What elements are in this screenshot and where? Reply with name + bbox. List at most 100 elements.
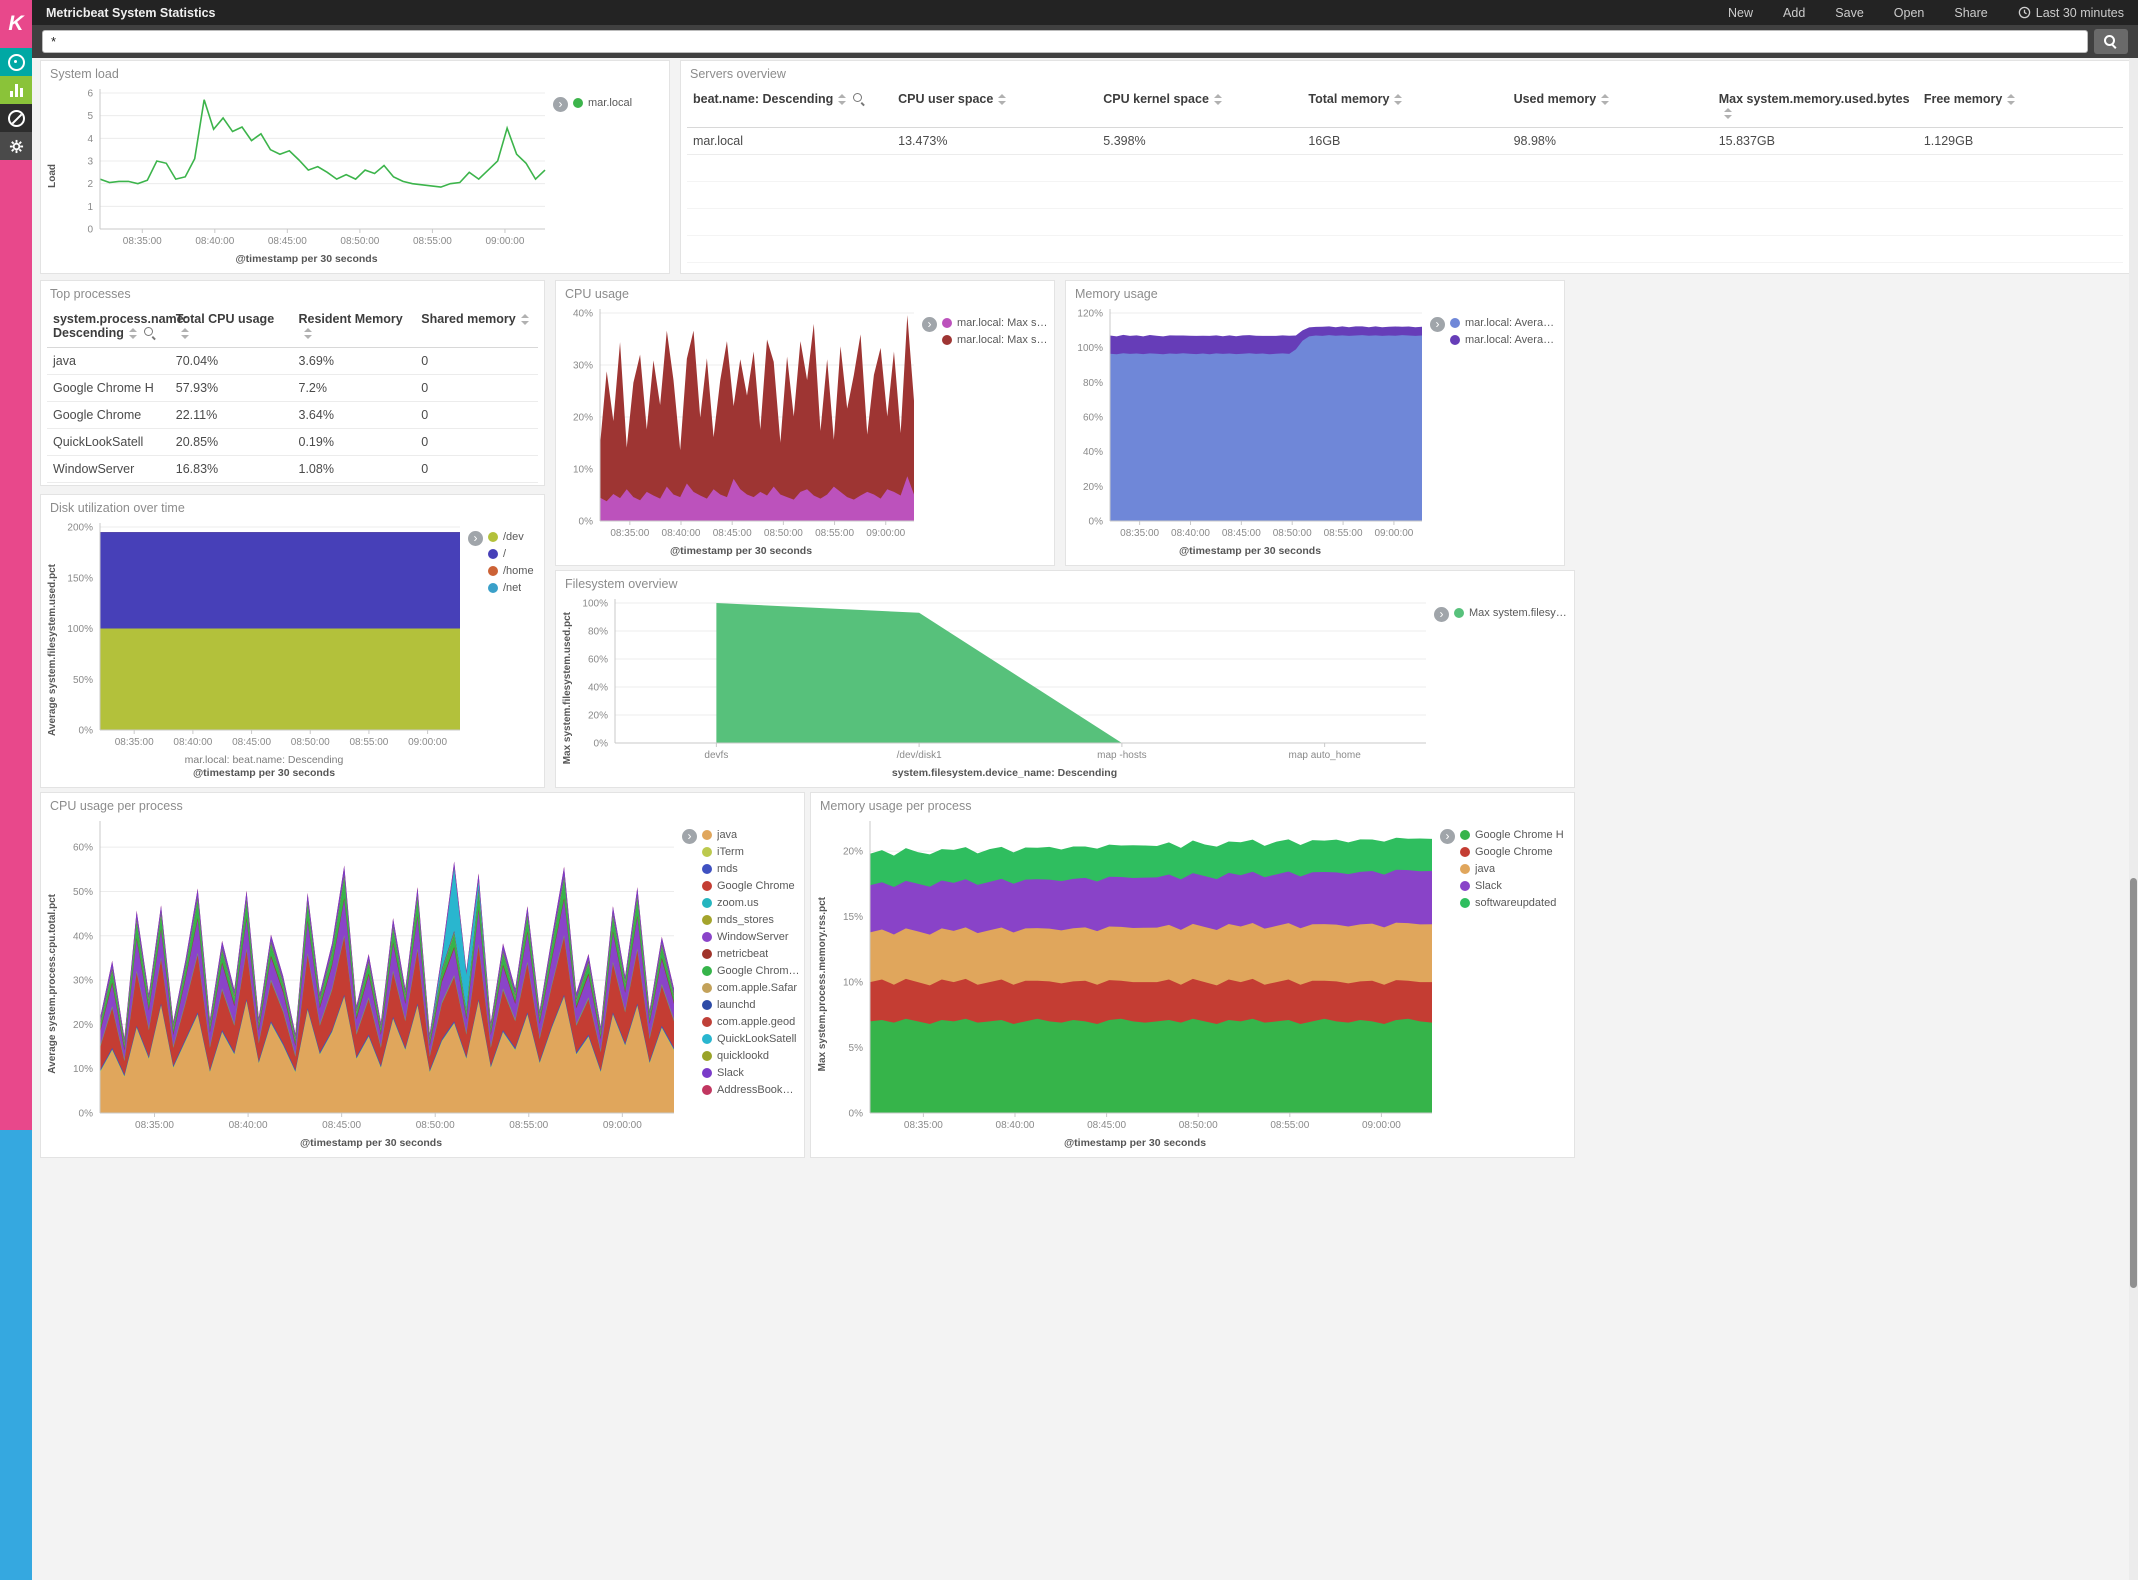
legend-label: launchd: [717, 999, 756, 1011]
scrollbar[interactable]: [2129, 58, 2138, 1580]
menu-new[interactable]: New: [1728, 5, 1754, 20]
column-header[interactable]: beat.name: Descending: [687, 85, 893, 128]
legend-item[interactable]: mds: [702, 863, 800, 875]
table-row[interactable]: Google Chrome H 57.93% 7.2% 0: [47, 374, 538, 403]
svg-text:08:50:00: 08:50:00: [416, 1120, 455, 1131]
legend-item[interactable]: WindowServer: [702, 931, 800, 943]
sort-icon[interactable]: [2007, 94, 2016, 106]
menu-share[interactable]: Share: [1954, 5, 1988, 20]
legend-item[interactable]: Google Chrome: [1460, 846, 1564, 858]
legend-item[interactable]: com.apple.geod: [702, 1016, 800, 1028]
column-header[interactable]: Total memory: [1302, 85, 1508, 128]
table-cell: 7.2%: [292, 374, 416, 403]
legend-item[interactable]: /net: [488, 582, 534, 594]
menu-add[interactable]: Add: [1783, 5, 1806, 20]
legend-toggle-icon[interactable]: ›: [682, 829, 697, 844]
legend-item[interactable]: Google Chrome H: [702, 965, 800, 977]
column-header[interactable]: CPU user space: [892, 85, 1098, 128]
legend-item[interactable]: Google Chrome: [702, 880, 800, 892]
sort-icon[interactable]: [303, 328, 313, 340]
table-row[interactable]: Google Chrome 22.11% 3.64% 0: [47, 401, 538, 430]
legend-toggle-icon[interactable]: ›: [922, 317, 937, 332]
legend-label: Slack: [717, 1067, 744, 1079]
legend-item[interactable]: mar.local: Average sys…: [1450, 334, 1560, 346]
legend-item[interactable]: /: [488, 548, 534, 560]
sort-icon[interactable]: [1601, 94, 1610, 106]
legend-toggle-icon[interactable]: ›: [553, 97, 568, 112]
legend-item[interactable]: softwareupdated: [1460, 897, 1564, 909]
legend-item[interactable]: java: [702, 829, 800, 841]
legend-item[interactable]: java: [1460, 863, 1564, 875]
table-row[interactable]: WindowServer 16.83% 1.08% 0: [47, 455, 538, 484]
chart-legend: › Google Chrome H Google Chrome java Slack so…: [1440, 815, 1570, 1153]
column-header[interactable]: Free memory: [1917, 85, 2123, 128]
legend-item[interactable]: mar.local: Max system…: [942, 317, 1050, 329]
sort-icon[interactable]: [1213, 94, 1223, 106]
legend-item[interactable]: QuickLookSatell: [702, 1033, 800, 1045]
time-picker[interactable]: Last 30 minutes: [2018, 6, 2124, 20]
legend-item[interactable]: launchd: [702, 999, 800, 1011]
legend-item[interactable]: mar.local: Average sys…: [1450, 317, 1560, 329]
svg-text:08:50:00: 08:50:00: [764, 528, 803, 539]
svg-text:3: 3: [87, 157, 93, 168]
query-input[interactable]: [42, 30, 2088, 53]
column-header[interactable]: Resident Memory: [292, 305, 416, 349]
legend-item[interactable]: AddressBookSour: [702, 1084, 800, 1096]
legend-item[interactable]: Google Chrome H: [1460, 829, 1564, 841]
table-row[interactable]: mar.local 13.473% 5.398% 16GB 98.98% 15.837GB…: [687, 127, 2123, 155]
sort-icon[interactable]: [838, 94, 847, 106]
table-row[interactable]: QuickLookSatell 20.85% 0.19% 0: [47, 428, 538, 457]
legend-item[interactable]: mds_stores: [702, 914, 800, 926]
sort-icon[interactable]: [520, 314, 530, 326]
legend-item[interactable]: mar.local: Max system…: [942, 334, 1050, 346]
legend-color-dot: [702, 847, 712, 857]
sidebar-item-discover[interactable]: [0, 48, 32, 76]
legend-item[interactable]: /home: [488, 565, 534, 577]
legend-item[interactable]: Max system.filesystem…: [1454, 607, 1570, 619]
legend-toggle-icon[interactable]: ›: [1434, 607, 1449, 622]
legend-item[interactable]: metricbeat: [702, 948, 800, 960]
legend-toggle-icon[interactable]: ›: [1440, 829, 1455, 844]
sidebar-item-management[interactable]: [0, 132, 32, 160]
column-header[interactable]: Total CPU usage: [169, 305, 293, 349]
column-header[interactable]: Used memory: [1507, 85, 1713, 128]
legend-color-dot: [702, 949, 712, 959]
svg-text:08:35:00: 08:35:00: [1120, 528, 1159, 539]
column-header[interactable]: system.process.name: Descending: [47, 305, 188, 349]
svg-text:08:50:00: 08:50:00: [291, 737, 330, 748]
column-header-label: Total CPU usage: [175, 312, 275, 326]
legend-item[interactable]: Slack: [702, 1067, 800, 1079]
table-row[interactable]: java 70.04% 3.69% 0: [47, 347, 538, 376]
panel-title: System load: [50, 67, 119, 81]
scrollbar-thumb[interactable]: [2130, 878, 2137, 1288]
legend-item[interactable]: com.apple.Safar: [702, 982, 800, 994]
svg-text:09:00:00: 09:00:00: [603, 1120, 642, 1131]
sidebar-item-visualize[interactable]: [0, 76, 32, 104]
legend-item[interactable]: iTerm: [702, 846, 800, 858]
search-icon[interactable]: [853, 93, 866, 106]
legend-item[interactable]: Slack: [1460, 880, 1564, 892]
legend-item[interactable]: zoom.us: [702, 897, 800, 909]
legend-item[interactable]: mar.local: [573, 97, 632, 109]
search-icon[interactable]: [143, 327, 157, 340]
menu-save[interactable]: Save: [1835, 5, 1864, 20]
sort-icon[interactable]: [128, 328, 138, 340]
sort-icon[interactable]: [1394, 94, 1403, 106]
menu-open[interactable]: Open: [1893, 5, 1925, 20]
memory-usage-chart: 0% 20% 40% 60% 80% 100% 120% 08:35:00 08:40:00 08…: [1070, 303, 1430, 545]
column-header[interactable]: Shared memory: [415, 305, 538, 349]
sort-icon[interactable]: [1723, 108, 1733, 120]
column-header[interactable]: Max system.memory.used.bytes: [1712, 85, 1918, 128]
kibana-logo[interactable]: K: [0, 0, 32, 48]
column-header[interactable]: CPU kernel space: [1097, 85, 1303, 128]
svg-text:08:40:00: 08:40:00: [173, 737, 212, 748]
legend-toggle-icon[interactable]: ›: [468, 531, 483, 546]
legend-toggle-icon[interactable]: ›: [1430, 317, 1445, 332]
legend-item[interactable]: quicklookd: [702, 1050, 800, 1062]
legend-item[interactable]: /dev: [488, 531, 534, 543]
sort-icon[interactable]: [180, 328, 190, 340]
sidebar-item-dashboard[interactable]: [0, 104, 32, 132]
search-button[interactable]: [2094, 29, 2128, 54]
sort-icon[interactable]: [998, 94, 1007, 106]
table-cell: 0: [415, 455, 538, 484]
